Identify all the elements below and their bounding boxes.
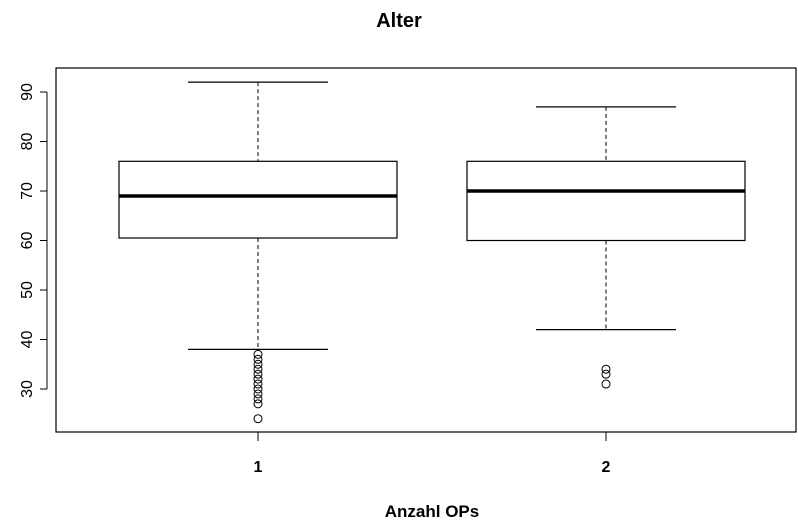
plot-frame	[55, 67, 797, 433]
outlier-point	[253, 384, 263, 394]
chart-title: Alter	[376, 10, 422, 32]
outlier-point	[253, 354, 263, 364]
x-tick-label: 1	[254, 459, 263, 476]
box-group-1	[118, 81, 398, 424]
outlier-point	[253, 349, 263, 359]
x-axis-label: Anzahl OPs	[384, 502, 480, 521]
outlier-point	[601, 364, 611, 374]
box-iqr	[118, 160, 398, 239]
outlier-point	[253, 389, 263, 399]
y-tick-label: 60	[19, 232, 36, 250]
boxes	[118, 81, 746, 424]
outlier-point	[253, 369, 263, 379]
y-tick-label: 30	[19, 380, 36, 398]
outlier-point	[253, 374, 263, 384]
y-tick-label: 80	[19, 133, 36, 151]
y-tick-label: 90	[19, 83, 36, 101]
outlier-point	[253, 364, 263, 374]
outlier-point	[253, 394, 263, 404]
box-iqr	[466, 160, 746, 242]
y-tick-label: 50	[19, 281, 36, 299]
outlier-point	[253, 414, 263, 424]
outlier-point	[601, 379, 611, 389]
outlier-point	[253, 379, 263, 389]
outlier-point	[601, 369, 611, 379]
y-axis: 30 40 50 60 70 80 90	[19, 83, 48, 398]
y-tick-label: 40	[19, 331, 36, 349]
box-group-2	[466, 106, 746, 389]
outlier-point	[253, 359, 263, 369]
x-tick-label: 2	[602, 459, 611, 476]
outlier-point	[253, 399, 263, 409]
y-tick-label: 70	[19, 182, 36, 200]
